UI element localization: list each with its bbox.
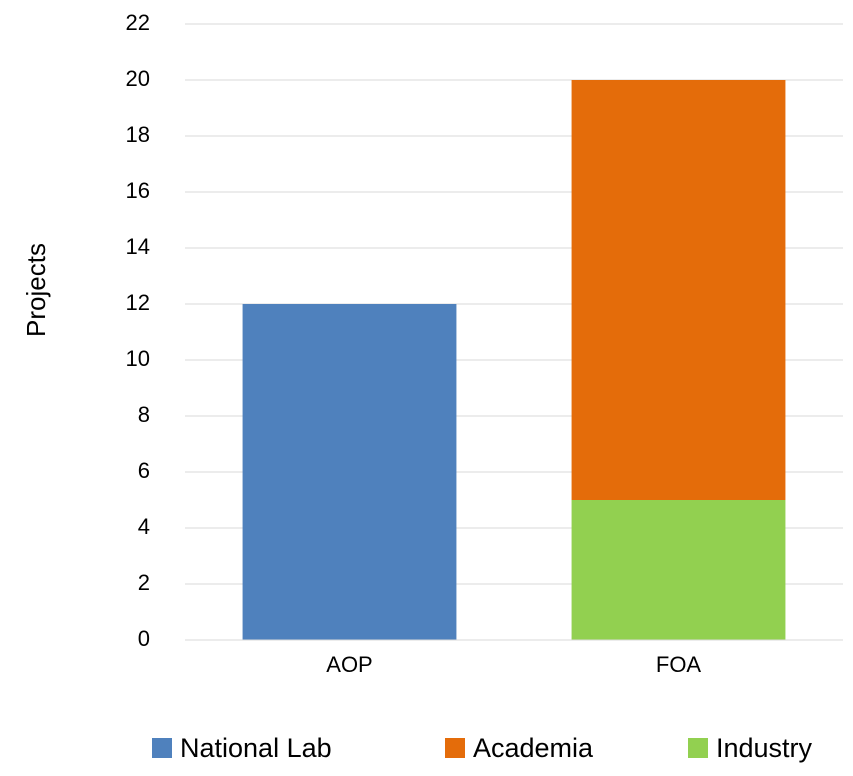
legend-swatch <box>445 738 465 758</box>
legend-label: Academia <box>473 733 594 763</box>
y-tick-label: 10 <box>126 346 150 371</box>
y-tick-label: 22 <box>126 10 150 35</box>
y-tick-label: 0 <box>138 626 150 651</box>
legend: National Lab Academia Industry <box>152 733 813 763</box>
bar <box>242 304 457 640</box>
legend-label: National Lab <box>180 733 332 763</box>
y-tick-label: 20 <box>126 66 150 91</box>
bar <box>571 80 786 500</box>
y-tick-label: 12 <box>126 290 150 315</box>
y-tick-label: 14 <box>126 234 150 259</box>
y-tick-label: 6 <box>138 458 150 483</box>
x-tick-label: AOP <box>326 652 372 677</box>
y-tick-label: 18 <box>126 122 150 147</box>
bar <box>571 500 786 640</box>
y-axis-label: Projects <box>21 243 51 337</box>
legend-label: Industry <box>716 733 813 763</box>
x-tick-label: FOA <box>656 652 702 677</box>
y-tick-label: 2 <box>138 570 150 595</box>
y-tick-label: 16 <box>126 178 150 203</box>
y-tick-label: 8 <box>138 402 150 427</box>
legend-swatch <box>688 738 708 758</box>
y-tick-label: 4 <box>138 514 150 539</box>
legend-swatch <box>152 738 172 758</box>
